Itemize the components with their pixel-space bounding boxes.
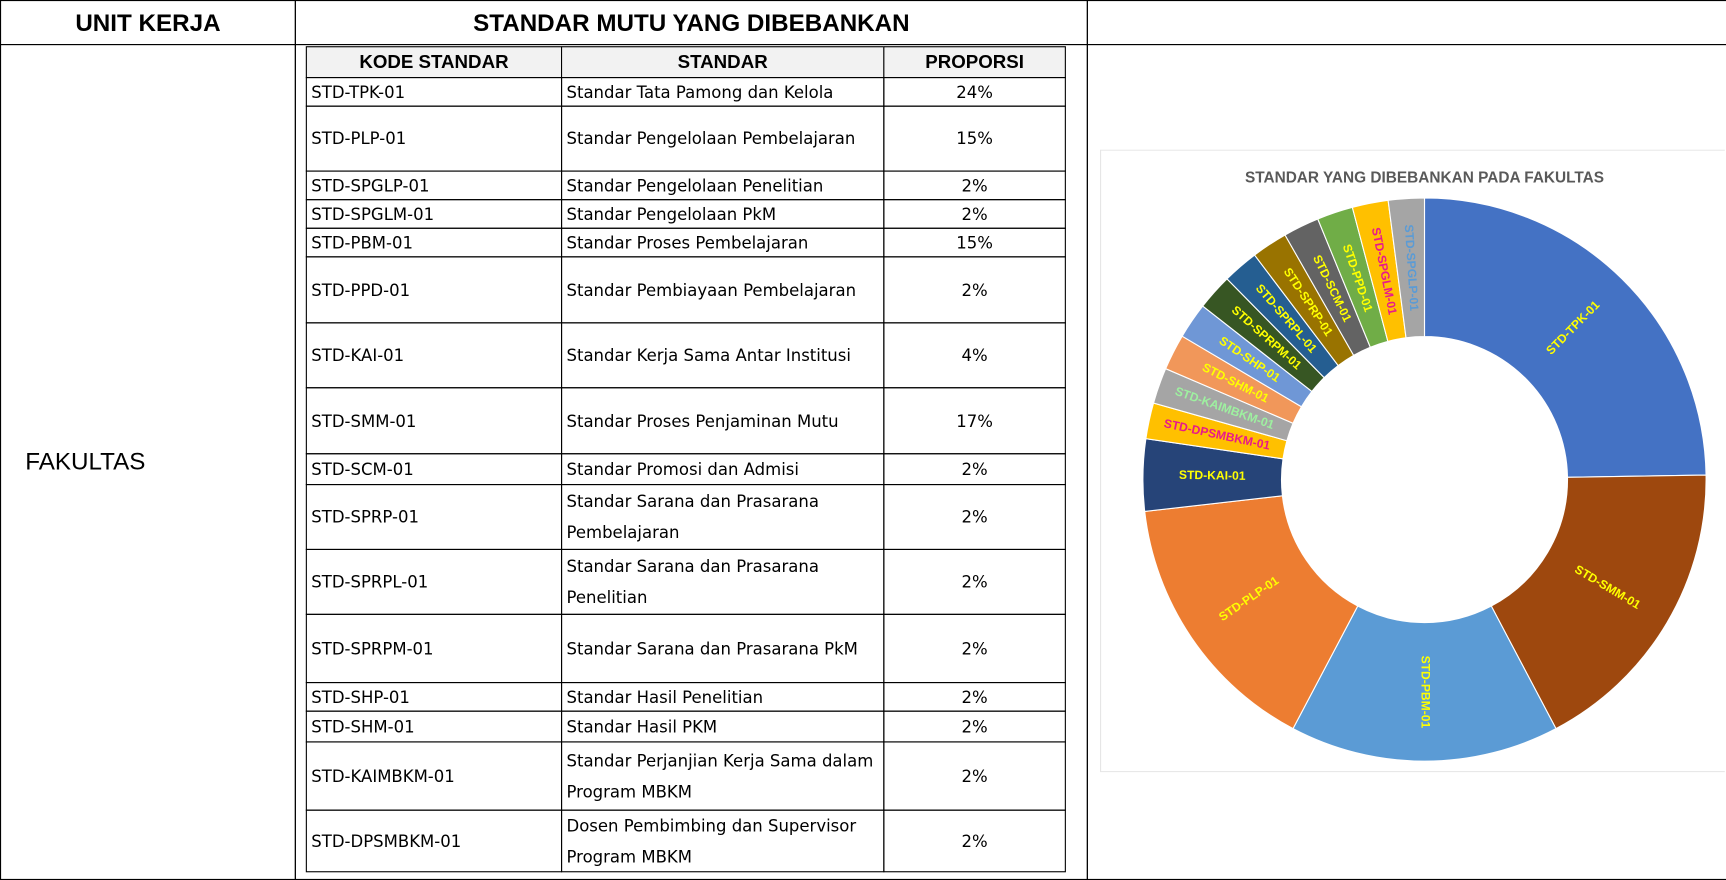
standard-code: STD-PPD-01 [305,256,563,324]
header-standards: STANDAR MUTU YANG DIBEBANKAN [294,0,1088,46]
standard-name: Standar Hasil Penelitian [561,682,885,712]
standard-proportion: 2% [883,548,1066,615]
standard-proportion: 2% [883,741,1066,811]
chart: STANDAR YANG DIBEBANKAN PADA FAKULTAS ST… [1100,149,1725,773]
standard-code: STD-SMM-01 [305,387,563,455]
column-header: KODE STANDAR [305,46,563,79]
standard-proportion: 2% [883,613,1066,684]
standard-code: STD-SPRPL-01 [305,548,563,615]
slice-label: STD-PBM-01 [1418,656,1432,729]
slice [1292,605,1557,762]
column-header: STANDAR [561,46,885,79]
standard-name: Standar Proses Penjaminan Mutu [561,387,885,455]
column-header: PROPORSI [883,46,1066,79]
standard-code: STD-SPGLP-01 [305,170,563,201]
standard-name: Standar Hasil PKM [561,710,885,743]
standard-code: STD-DPSMBKM-01 [305,809,563,873]
slice [1490,474,1707,730]
standard-name: Standar Promosi dan Admisi [561,453,885,486]
standard-proportion: 15% [883,105,1066,172]
standard-proportion: 2% [883,710,1066,743]
standard-name: Standar Pembiayaan Pembelajaran [561,256,885,324]
slice-label: STD-KAI-01 [1179,468,1246,483]
standard-proportion: 4% [883,322,1066,389]
standard-proportion: 2% [883,682,1066,712]
standard-name: Standar Proses Pembelajaran [561,227,885,258]
standard-code: STD-PBM-01 [305,227,563,258]
standard-proportion: 2% [883,170,1066,201]
chart-title: STANDAR YANG DIBEBANKAN PADA FAKULTAS [1245,169,1604,186]
standard-name: Standar Sarana dan Prasarana Pembelajara… [561,484,885,550]
standard-name: Standar Tata Pamong dan Kelola [561,77,885,107]
standard-code: STD-KAI-01 [305,322,563,389]
standard-code: STD-TPK-01 [305,77,563,107]
standard-proportion: 17% [883,387,1066,455]
header-empty [1086,0,1726,46]
standard-code: STD-SHP-01 [305,682,563,712]
standard-name: Standar Perjanjian Kerja Sama dalam Prog… [561,741,885,811]
standard-proportion: 15% [883,227,1066,258]
standard-proportion: 24% [883,77,1066,107]
standard-code: STD-KAIMBKM-01 [305,741,563,811]
standard-name: Standar Sarana dan Prasarana Penelitian [561,548,885,615]
standard-proportion: 2% [883,484,1066,550]
standard-name: Standar Pengelolaan PkM [561,199,885,229]
slice-label: STD-SPGLP-01 [1402,224,1422,312]
standard-proportion: 2% [883,256,1066,324]
standard-name: Standar Pengelolaan Pembelajaran [561,105,885,172]
standard-code: STD-SPGLM-01 [305,199,563,229]
header-unit: UNIT KERJA [0,0,296,46]
slice [1423,197,1707,478]
standard-proportion: 2% [883,453,1066,486]
unit-name: FAKULTAS [0,44,296,880]
slice [1144,495,1359,730]
standard-proportion: 2% [883,809,1066,873]
standard-proportion: 2% [883,199,1066,229]
standard-code: STD-PLP-01 [305,105,563,172]
standard-name: Standar Sarana dan Prasarana PkM [561,613,885,684]
standard-name: Dosen Pembimbing dan Supervisor Program … [561,809,885,873]
standard-code: STD-SPRPM-01 [305,613,563,684]
standard-code: STD-SPRP-01 [305,484,563,550]
standard-name: Standar Pengelolaan Penelitian [561,170,885,201]
standard-code: STD-SCM-01 [305,453,563,486]
slice [1387,197,1426,339]
standard-code: STD-SHM-01 [305,710,563,743]
standard-name: Standar Kerja Sama Antar Institusi [561,322,885,389]
